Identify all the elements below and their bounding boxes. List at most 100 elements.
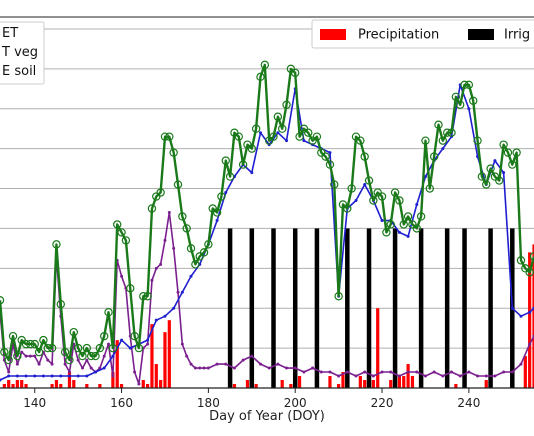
precipitation-bar bbox=[159, 380, 163, 388]
tveg-point bbox=[519, 314, 523, 318]
precipitation-bar bbox=[146, 384, 150, 388]
precipitation-bar bbox=[371, 380, 375, 388]
tveg-point bbox=[215, 218, 219, 222]
precipitation-bar bbox=[337, 384, 341, 388]
et-point bbox=[525, 268, 534, 277]
et-point bbox=[277, 124, 287, 133]
et-point bbox=[369, 196, 378, 205]
esoil-point bbox=[33, 354, 37, 358]
precipitation-bar bbox=[11, 384, 15, 388]
esoil-point bbox=[185, 354, 189, 358]
et-point bbox=[282, 100, 291, 109]
esoil-point bbox=[510, 370, 514, 374]
precipitation-bar bbox=[141, 380, 145, 388]
precipitation-bar bbox=[406, 364, 410, 388]
precipitation-bar bbox=[115, 340, 119, 388]
precipitation-bar bbox=[59, 384, 63, 388]
legend-entry-esoil: E soil bbox=[2, 64, 36, 79]
precipitation-bar bbox=[389, 380, 393, 388]
et-point bbox=[482, 180, 491, 189]
tveg-point bbox=[33, 374, 37, 378]
esoil-point bbox=[20, 350, 24, 354]
tveg-point bbox=[102, 366, 106, 370]
et-point bbox=[86, 351, 96, 361]
precipitation-bar bbox=[523, 356, 527, 388]
et-point bbox=[529, 252, 534, 261]
et-point bbox=[477, 172, 487, 181]
et-point bbox=[256, 72, 265, 82]
esoil-point bbox=[423, 374, 427, 378]
tveg-line bbox=[0, 84, 534, 381]
precipitation-bars bbox=[2, 244, 534, 388]
et-point bbox=[377, 192, 387, 201]
tveg-point bbox=[85, 374, 89, 378]
tveg-point bbox=[94, 370, 98, 374]
grid-lines bbox=[0, 28, 534, 349]
tveg-point bbox=[302, 139, 306, 143]
precipitation-bar bbox=[24, 384, 28, 388]
precipitation-bar bbox=[20, 380, 24, 388]
et-point bbox=[191, 260, 200, 269]
et-point bbox=[238, 160, 248, 169]
et-point bbox=[182, 224, 191, 233]
esoil-point bbox=[159, 262, 163, 266]
irrigation-bar bbox=[418, 228, 424, 388]
esoil-point bbox=[111, 374, 115, 378]
esoil-point bbox=[154, 266, 158, 270]
esoil-point bbox=[150, 278, 154, 282]
precipitation-bar bbox=[254, 384, 258, 388]
et-point bbox=[60, 347, 70, 357]
et-point bbox=[26, 339, 35, 349]
et-point bbox=[425, 184, 435, 193]
tveg-point bbox=[510, 306, 514, 310]
esoil-point bbox=[80, 366, 84, 370]
esoil-point bbox=[319, 370, 323, 374]
tveg-point bbox=[41, 374, 45, 378]
tveg-point bbox=[328, 151, 332, 155]
tveg-point bbox=[180, 290, 184, 294]
tveg-point bbox=[467, 107, 471, 111]
esoil-point bbox=[371, 374, 375, 378]
precipitation-bar bbox=[163, 332, 167, 388]
series-lines bbox=[0, 60, 534, 386]
irrigation-bar bbox=[444, 228, 450, 388]
et-point bbox=[95, 343, 105, 353]
esoil-point bbox=[484, 374, 488, 378]
et-point bbox=[147, 204, 157, 213]
precipitation-bar bbox=[280, 380, 284, 388]
et-point bbox=[412, 224, 421, 233]
x-tick-label: 220 bbox=[371, 396, 394, 410]
et-point bbox=[82, 343, 92, 353]
irrigation-bar bbox=[227, 228, 233, 388]
precipitation-bar bbox=[67, 372, 72, 388]
x-tick-label: 240 bbox=[457, 396, 480, 410]
legend-swatch-irrigation bbox=[468, 29, 494, 40]
esoil-point bbox=[328, 370, 332, 374]
esoil-point bbox=[107, 342, 111, 346]
esoil-point bbox=[380, 370, 384, 374]
tveg-point bbox=[189, 274, 193, 278]
precipitation-bar bbox=[376, 308, 380, 388]
precipitation-bar bbox=[232, 384, 237, 388]
esoil-point bbox=[232, 366, 236, 370]
et-point bbox=[295, 132, 304, 141]
esoil-point bbox=[450, 370, 454, 374]
esoil-point bbox=[28, 354, 32, 358]
precipitation-bar bbox=[402, 376, 406, 388]
precipitation-bar bbox=[341, 372, 345, 388]
esoil-point bbox=[172, 246, 176, 250]
x-tick-label: 140 bbox=[23, 396, 46, 410]
et-point bbox=[0, 347, 9, 357]
precipitation-bar bbox=[245, 380, 250, 388]
legend-entry-et: ET bbox=[2, 26, 18, 41]
et-point bbox=[386, 220, 395, 229]
et-point bbox=[399, 220, 408, 229]
precipitation-bar bbox=[363, 380, 367, 388]
precipitation-bar bbox=[289, 384, 293, 388]
precipitation-bar bbox=[297, 376, 302, 388]
legend-right-box bbox=[311, 19, 534, 49]
et-point bbox=[165, 132, 174, 141]
esoil-point bbox=[345, 370, 349, 374]
esoil-point bbox=[85, 358, 89, 362]
